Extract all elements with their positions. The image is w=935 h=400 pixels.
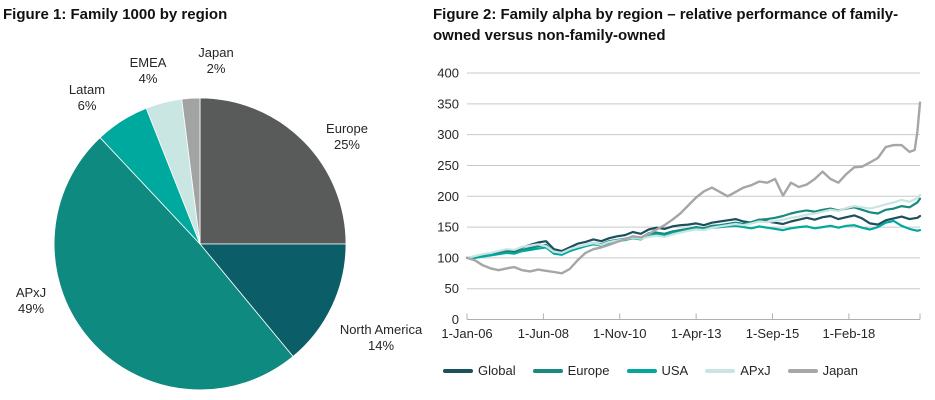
- pie-label-pct: 4%: [138, 71, 158, 86]
- y-axis-label-50: 50: [445, 281, 459, 296]
- family-1000-pie-chart: [53, 97, 347, 391]
- y-axis-label-150: 150: [437, 220, 459, 235]
- pie-label-name: Japan: [198, 45, 234, 60]
- pie-label-name: North America: [339, 322, 423, 337]
- x-axis-label: 1-Sep-15: [746, 326, 799, 341]
- legend-label: Global: [478, 363, 516, 378]
- series-line-apxj: [465, 193, 922, 259]
- y-axis-label-0: 0: [452, 312, 459, 327]
- pie-slice-europe: [199, 97, 347, 245]
- legend-item-japan: Japan: [787, 363, 858, 379]
- figure2-title: Figure 2: Family alpha by region – relat…: [433, 6, 899, 44]
- x-axis-label: 1-Jan-06: [441, 326, 492, 341]
- pie-label-pct: 6%: [77, 98, 97, 113]
- legend-label: Japan: [822, 363, 858, 378]
- pie-label-name: Europe: [326, 121, 368, 136]
- figure1-panel: Figure 1: Family 1000 by region Europe 2…: [0, 0, 430, 400]
- pie-slice-north-america: [199, 243, 347, 357]
- pie-label-name: EMEA: [129, 55, 167, 70]
- legend-item-europe: Europe: [532, 363, 610, 379]
- series-line-usa: [465, 219, 922, 259]
- y-axis-label-400: 400: [437, 66, 459, 81]
- legend-label: Europe: [567, 363, 610, 378]
- pie-label-latam: Latam 6%: [69, 82, 105, 114]
- y-axis-label-100: 100: [437, 250, 459, 265]
- legend-label: APxJ: [740, 363, 771, 378]
- pie-label-pct: 14%: [367, 338, 395, 353]
- family-alpha-line-chart: 0 50 100 150 200 250 300 350 400 1-Jan-06 1-Jun-08…: [437, 66, 922, 341]
- apxj-line-swatch: [705, 369, 736, 373]
- y-axis-label-300: 300: [437, 127, 459, 142]
- pie-label-emea: EMEA 4%: [130, 55, 167, 87]
- pie-label-name: APxJ: [15, 285, 47, 300]
- figure2-panel: Figure 2: Family alpha by region – relat…: [430, 0, 935, 400]
- series-line-japan: [465, 101, 922, 275]
- global-line-swatch: [443, 369, 473, 373]
- legend-label: USA: [661, 363, 689, 378]
- pie-label-name: Latam: [68, 82, 106, 97]
- japan-line-swatch: [787, 369, 818, 373]
- x-axis-label: 1-Feb-18: [823, 326, 876, 341]
- pie-slice-apxj: [53, 137, 294, 391]
- chart-legend: Global Europe USA APxJ Japan: [443, 363, 875, 379]
- pie-label-pct: 2%: [206, 61, 226, 76]
- legend-item-usa: USA: [626, 363, 689, 379]
- y-axis-label-200: 200: [437, 189, 459, 204]
- pie-label-pct: 25%: [333, 137, 361, 152]
- pie-label-japan: Japan 2%: [198, 45, 233, 77]
- x-axis-label: 1-Apr-13: [671, 326, 722, 341]
- pie-label-north-america: North America 14%: [340, 322, 422, 354]
- usa-line-swatch: [626, 369, 657, 373]
- legend-item-apxj: APxJ: [705, 363, 771, 379]
- y-axis-label-250: 250: [437, 158, 459, 173]
- pie-slice-japan: [181, 97, 201, 245]
- series-line-global: [465, 214, 922, 259]
- europe-line-swatch: [532, 369, 563, 373]
- figure1-title: Figure 1: Family 1000 by region: [3, 6, 228, 23]
- x-axis-label: 1-Jun-08: [518, 326, 569, 341]
- x-axis-label: 1-Nov-10: [593, 326, 646, 341]
- pie-label-europe: Europe 25%: [326, 121, 368, 153]
- legend-item-global: Global: [443, 363, 516, 379]
- pie-label-apxj: APxJ 49%: [16, 285, 46, 317]
- pie-label-pct: 49%: [17, 301, 45, 316]
- y-axis-label-350: 350: [437, 96, 459, 111]
